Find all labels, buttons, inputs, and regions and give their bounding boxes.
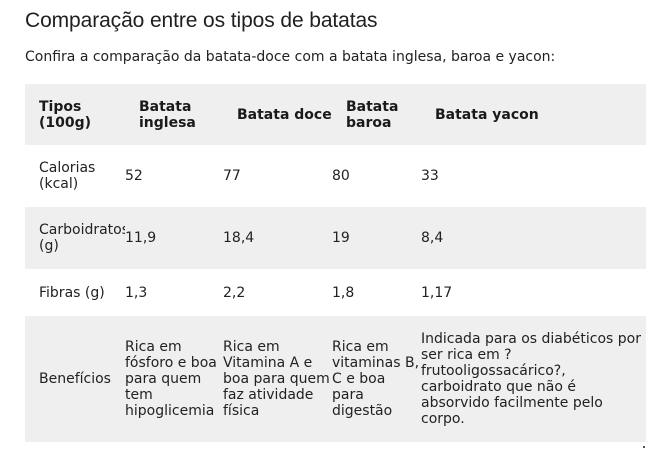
intro-text: Confira a comparação da batata-doce com …: [25, 49, 556, 65]
table-cell: 77: [223, 168, 241, 184]
table-cell: 33: [421, 168, 439, 184]
table-cell: 52: [125, 168, 143, 184]
header-batata-doce: Batata doce: [237, 106, 332, 123]
header-batata-yacon: Batata yacon: [435, 106, 539, 123]
table-cell: 2,2: [223, 284, 246, 301]
page-title: Comparação entre os tipos de batatas: [25, 9, 378, 32]
header-batata-baroa: Batata baroa: [346, 98, 399, 131]
table-cell: Rica em Vitamina A e boa para quem faz a…: [223, 339, 330, 419]
table-cell: 1,8: [332, 284, 355, 301]
row-label-beneficios: Benefícios: [39, 371, 111, 387]
table-row: Calorias (kcal) 52 77 80 33: [25, 145, 646, 207]
table-cell: 1,17: [421, 284, 453, 301]
table-row: Fibras (g) 1,3 2,2 1,8 1,17: [25, 269, 646, 316]
table-cell: Rica em vitaminas B, C e boa para digest…: [332, 339, 420, 419]
corner-dot: [643, 446, 645, 448]
table-cell: 8,4: [421, 230, 444, 246]
table-cell: 18,4: [223, 230, 255, 246]
table-cell: 80: [332, 168, 350, 184]
table-cell: 19: [332, 230, 350, 246]
row-label-calorias: Calorias (kcal): [39, 160, 96, 192]
table-header-row: Tipos (100g) Batata inglesa Batata doce …: [25, 84, 646, 145]
table-cell: 11,9: [125, 230, 157, 246]
table-cell: 1,3: [125, 284, 148, 301]
comparison-table: Tipos (100g) Batata inglesa Batata doce …: [25, 84, 646, 442]
table-row: Benefícios Rica em fósforo e boa para qu…: [25, 316, 646, 442]
row-label-fibras: Fibras (g): [39, 284, 105, 301]
header-tipos: Tipos (100g): [39, 98, 92, 131]
table-row: Carboidratos (g) 11,9 18,4 19 8,4: [25, 207, 646, 269]
table-cell: Rica em fósforo e boa para quem tem hipo…: [125, 339, 217, 419]
header-batata-inglesa: Batata inglesa: [139, 98, 196, 131]
table-cell: Indicada para os diabéticos por ser rica…: [421, 331, 641, 427]
row-label-carboidratos: Carboidratos (g): [39, 222, 125, 254]
